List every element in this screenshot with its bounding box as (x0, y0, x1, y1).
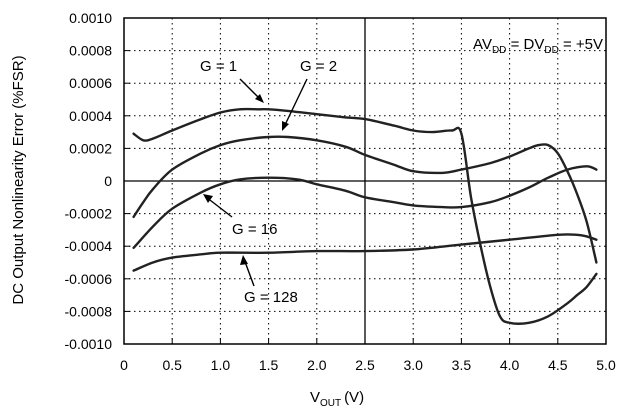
series-line-g16 (132, 165, 598, 249)
condition-label: AVDD = DVDD = +5V (473, 36, 603, 56)
x-tick-label: 0.5 (162, 357, 182, 373)
grid (123, 17, 607, 345)
series-group (132, 107, 598, 325)
x-tick-label: 3.0 (403, 357, 423, 373)
y-tick-label: 0.0006 (69, 75, 112, 91)
x-tick-label: 2.5 (355, 357, 375, 373)
x-tick-label: 4.5 (548, 357, 568, 373)
y-tick-label: -0.0006 (65, 271, 113, 287)
x-tick-label: 2.0 (307, 357, 327, 373)
series-line-g128 (132, 233, 598, 272)
y-tick-label: 0 (104, 173, 112, 189)
annotation-g2-label: G = 2 (300, 58, 337, 75)
plot-frame (123, 17, 607, 345)
x-axis-title: VOUT (V) (310, 389, 364, 409)
annotation-g2-arrow (283, 78, 308, 128)
y-tick-label: -0.0010 (65, 336, 113, 352)
annotation-g1: G = 1 (200, 58, 264, 103)
annotation-g16-label: G = 16 (232, 221, 277, 238)
annotation-g1-label: G = 1 (200, 58, 237, 75)
x-tick-label: 5.0 (596, 357, 616, 373)
annotation-g16: G = 16 (203, 194, 277, 238)
series-line-g1 (132, 107, 598, 325)
x-tick-labels: 0 0.5 1.0 1.5 2.0 2.5 3.0 3.5 4.0 4.5 5.0 (120, 357, 616, 373)
annotation-g1-arrowhead (255, 94, 264, 103)
series-line-g2 (132, 135, 598, 264)
annotation-g16-arrowhead (203, 194, 213, 203)
y-tick-label: -0.0002 (65, 206, 113, 222)
annotation-g128-label: G = 128 (244, 289, 298, 306)
annotation-g128-arrowhead (240, 255, 248, 265)
y-axis-title: DC Output Nonlinearity Error (%FSR) (10, 55, 27, 304)
annotation-g16-arrow (205, 196, 233, 218)
x-tick-label: 0 (120, 357, 128, 373)
y-tick-label: 0.0008 (69, 43, 112, 59)
x-tick-label: 1.5 (259, 357, 279, 373)
annotation-g2: G = 2 (282, 58, 337, 131)
y-tick-label: 0.0002 (69, 140, 112, 156)
x-tick-label: 3.5 (452, 357, 472, 373)
y-tick-label: -0.0008 (65, 303, 113, 319)
x-tick-label: 4.0 (500, 357, 520, 373)
annotation-g128: G = 128 (240, 255, 298, 306)
annotation-g2-arrowhead (282, 121, 289, 131)
y-tick-label: 0.0004 (69, 108, 112, 124)
y-tick-labels: 0.0010 0.0008 0.0006 0.0004 0.0002 0 -0.0002 -0… (65, 10, 113, 352)
y-tick-label: -0.0004 (65, 238, 113, 254)
y-tick-label: 0.0010 (69, 10, 112, 26)
x-tick-label: 1.0 (211, 357, 231, 373)
